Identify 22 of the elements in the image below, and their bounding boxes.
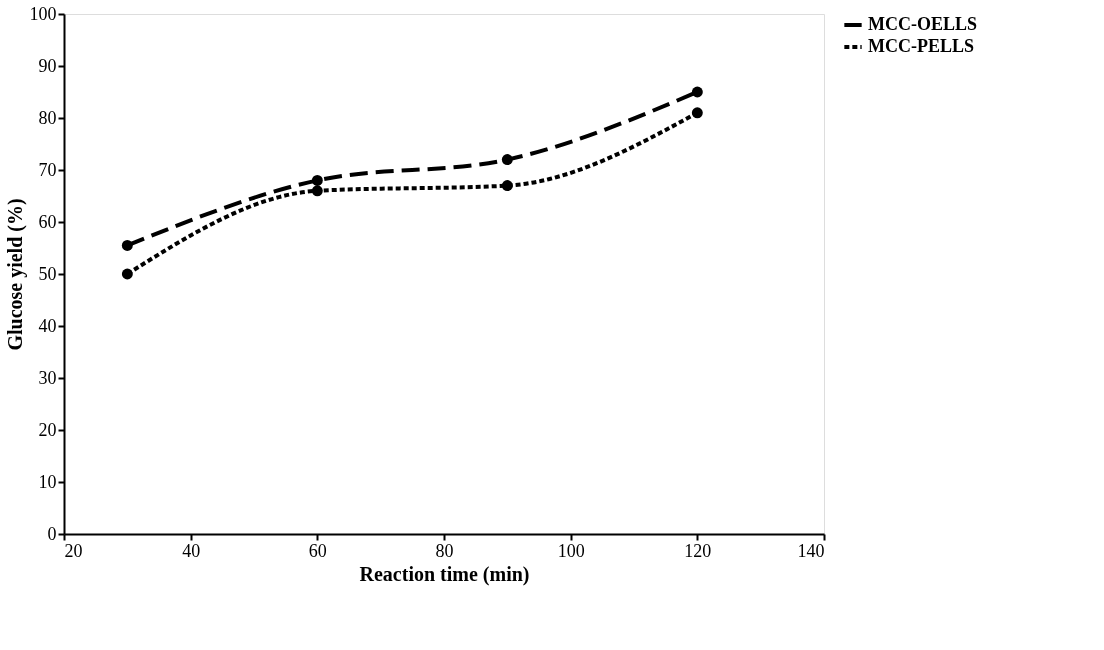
x-tick-label: 80 — [435, 540, 454, 561]
y-tick-label: 20 — [38, 419, 57, 440]
legend-label: MCC-PELLS — [868, 36, 975, 56]
y-tick-label: 100 — [29, 3, 57, 24]
x-axis-title: Reaction time (min) — [359, 562, 530, 586]
y-tick-label: 0 — [47, 523, 57, 544]
y-tick-label: 70 — [38, 159, 57, 180]
y-tick-label: 90 — [38, 55, 57, 76]
y-tick-label: 50 — [38, 263, 57, 284]
x-tick-label: 60 — [308, 540, 327, 561]
y-tick-label: 80 — [38, 107, 57, 128]
x-tick-label: 100 — [557, 540, 585, 561]
y-axis-title: Glucose yield (%) — [3, 198, 27, 351]
x-tick-label: 40 — [182, 540, 201, 561]
y-tick-label: 40 — [38, 315, 57, 336]
x-tick-label: 120 — [684, 540, 712, 561]
y-tick-label: 30 — [38, 367, 57, 388]
y-tick-label: 10 — [38, 471, 57, 492]
legend-label: MCC-OELLS — [868, 14, 978, 34]
x-tick-label: 140 — [797, 540, 825, 561]
x-tick-label: 20 — [64, 540, 83, 561]
y-tick-label: 60 — [38, 211, 57, 232]
